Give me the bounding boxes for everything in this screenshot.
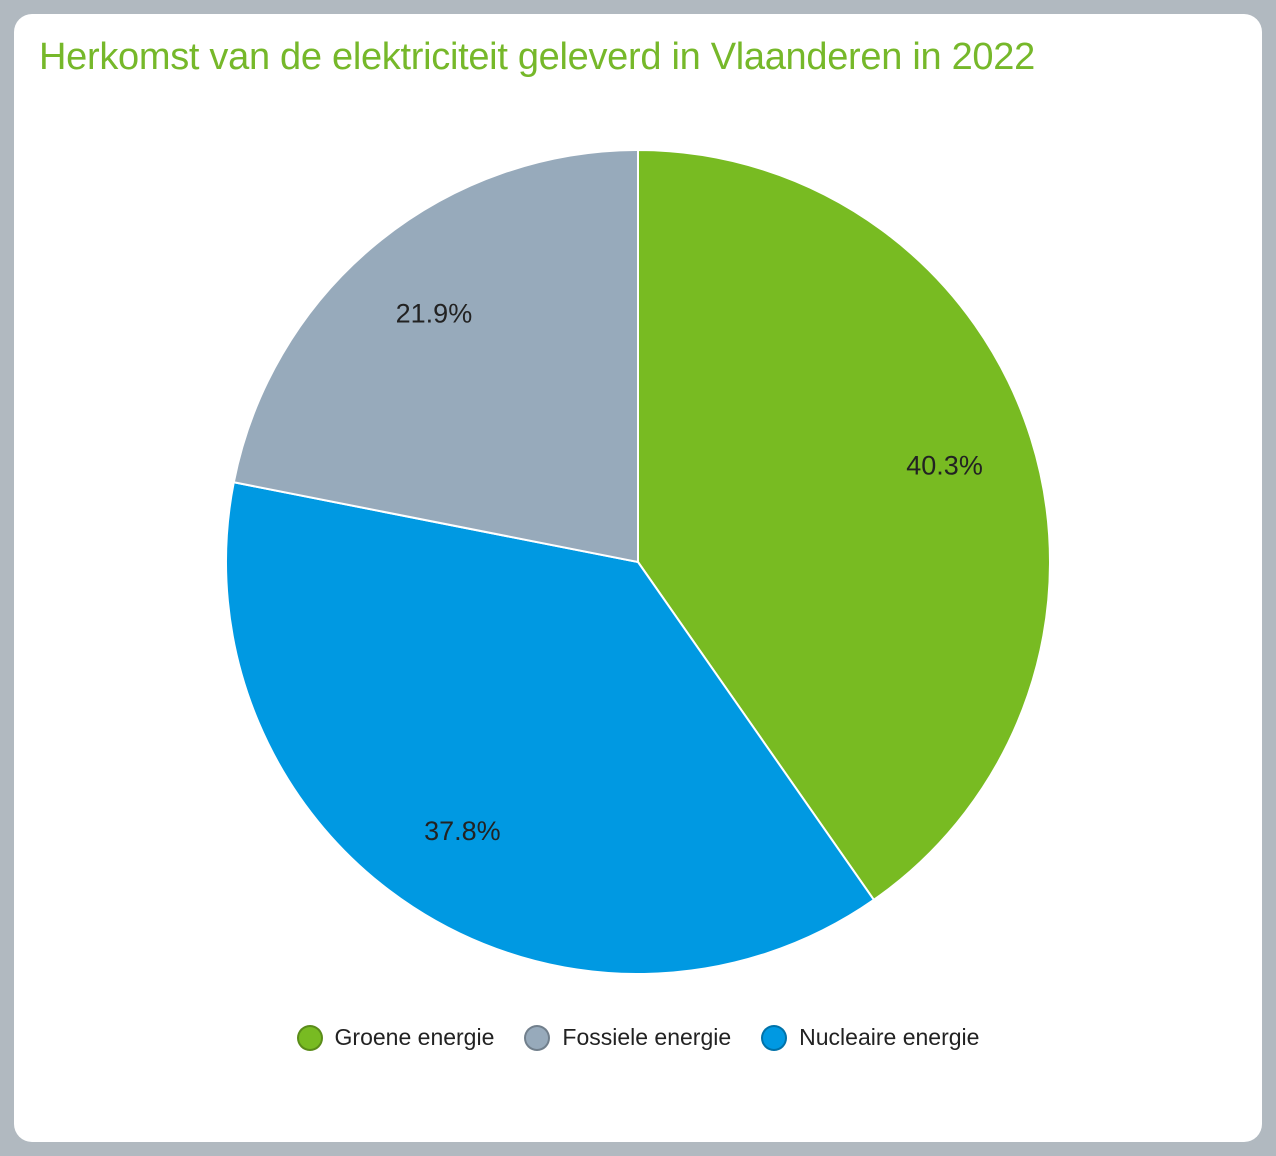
legend-item[interactable]: Groene energie (296, 1024, 495, 1051)
legend-swatch-icon (761, 1024, 788, 1051)
legend-swatch-icon (524, 1024, 551, 1051)
legend-label: Fossiele energie (562, 1024, 732, 1050)
pie-slice-1[interactable] (225, 481, 876, 975)
slice-label-2: 21.9% (396, 299, 473, 329)
legend: Groene energie Fossiele energie Nucleaire … (0, 1024, 1276, 1051)
legend-item[interactable]: Fossiele energie (524, 1024, 731, 1051)
slice-label-1: 37.8% (424, 816, 501, 846)
legend-label: Groene energie (334, 1024, 495, 1050)
chart-title: Herkomst van de elektriciteit geleverd i… (39, 36, 1035, 78)
pie-slice-0[interactable] (637, 148, 1051, 902)
legend-item[interactable]: Nucleaire energie (761, 1024, 979, 1051)
pie-slice-2[interactable] (232, 148, 639, 564)
slice-label-0: 40.3% (906, 451, 983, 481)
legend-swatch-icon (296, 1024, 323, 1051)
legend-label: Nucleaire energie (799, 1024, 980, 1050)
